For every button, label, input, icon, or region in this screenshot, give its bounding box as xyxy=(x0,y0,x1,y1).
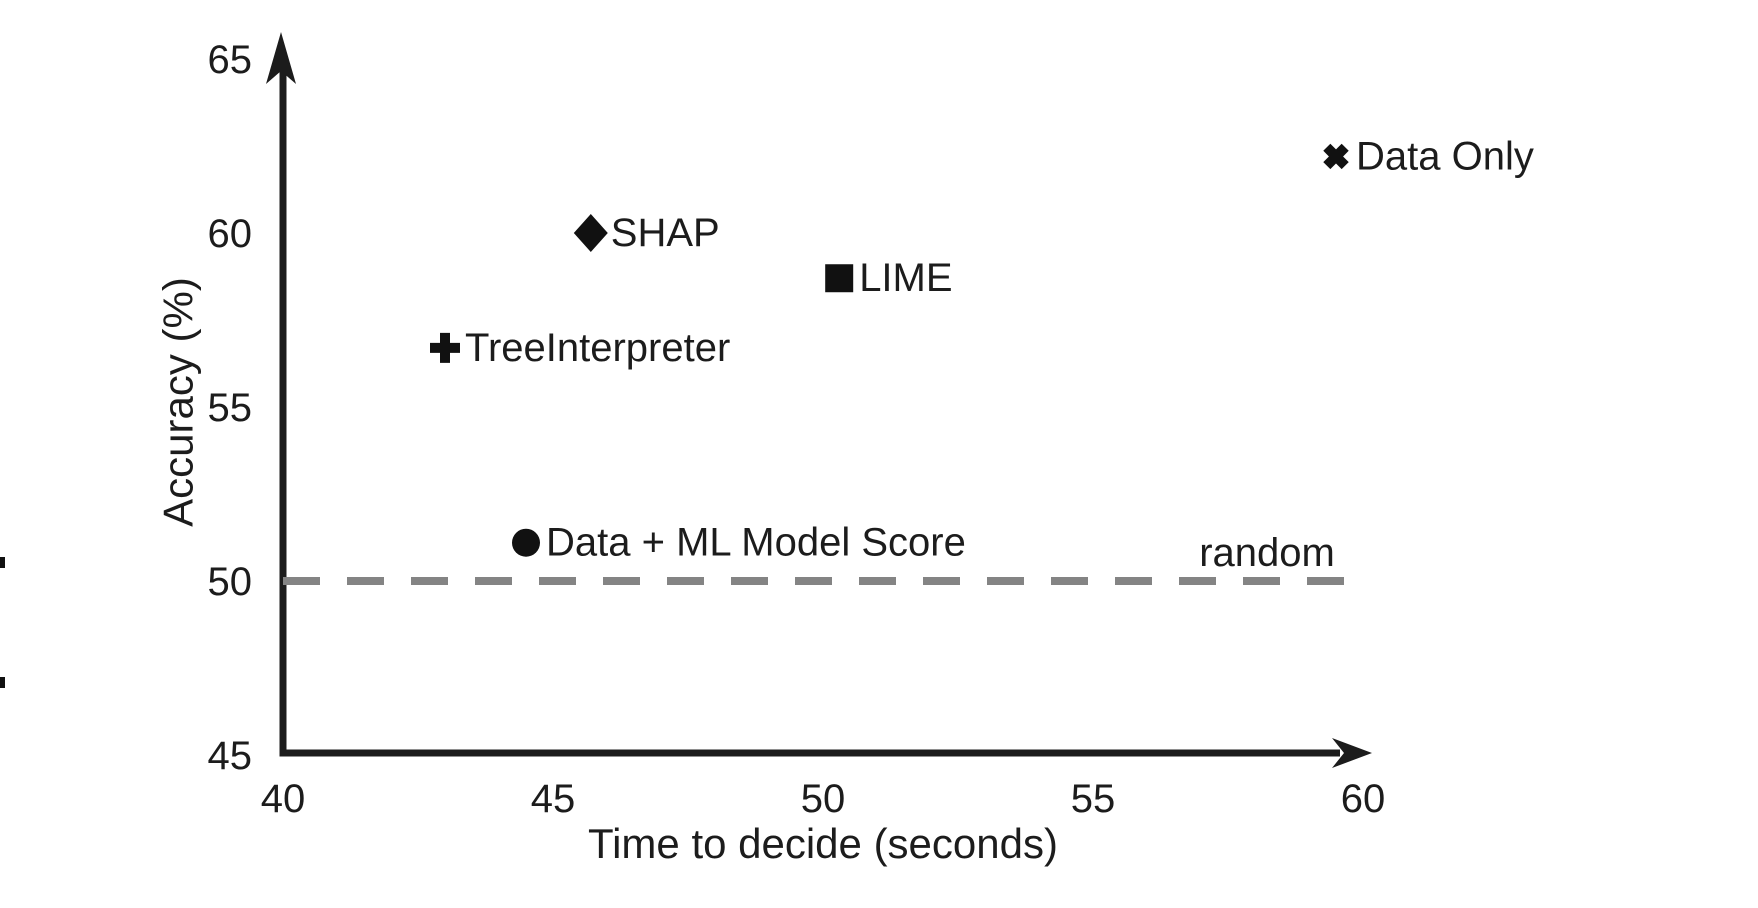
x-axis-title: Time to decide (seconds) xyxy=(588,820,1058,867)
axes xyxy=(266,32,1372,768)
x-tick-label: 45 xyxy=(531,777,576,821)
data-point-data-only: Data Only xyxy=(1323,134,1534,178)
data-point-label: SHAP xyxy=(611,211,720,255)
data-point-shap: SHAP xyxy=(573,211,720,255)
y-tick-label: 50 xyxy=(208,560,253,604)
data-point-data-ml-model-score: Data + ML Model Score xyxy=(512,521,966,565)
y-tick-label: 60 xyxy=(208,212,253,256)
marker-x xyxy=(1323,143,1349,170)
x-tick-label: 55 xyxy=(1071,777,1116,821)
y-tick-label: 55 xyxy=(208,386,253,430)
clipped-edge-mark xyxy=(0,557,5,568)
data-point-lime: LIME xyxy=(825,256,953,300)
x-tick-label: 60 xyxy=(1341,777,1386,821)
y-axis-arrowhead-icon xyxy=(266,32,296,84)
x-tick-label: 50 xyxy=(801,777,846,821)
marker-diamond xyxy=(573,214,608,252)
y-axis-title: Accuracy (%) xyxy=(155,277,202,527)
data-points: SHAP LIME TreeInterpreter Data + ML Model S… xyxy=(430,134,1534,565)
clipped-edge-marks xyxy=(0,557,5,688)
data-point-label: Data Only xyxy=(1356,134,1534,178)
data-point-treeinterpreter: TreeInterpreter xyxy=(430,326,730,370)
marker-square xyxy=(825,264,854,293)
x-tick-label: 40 xyxy=(261,777,306,821)
random-baseline-label: random xyxy=(1199,531,1335,575)
x-axis-arrowhead-icon xyxy=(1332,738,1372,768)
axis-spines xyxy=(279,70,1340,757)
clipped-edge-mark xyxy=(0,677,5,688)
marker-plus xyxy=(430,332,460,363)
data-point-label: LIME xyxy=(859,256,952,300)
data-point-label: Data + ML Model Score xyxy=(546,521,966,565)
marker-circle xyxy=(512,528,540,557)
x-axis-tick-labels: 40 45 50 55 60 xyxy=(261,777,1386,821)
y-tick-label: 65 xyxy=(208,38,253,82)
data-point-label: TreeInterpreter xyxy=(465,326,730,370)
y-axis-tick-labels: 45 50 55 60 65 xyxy=(208,38,253,778)
y-tick-label: 45 xyxy=(208,734,253,778)
